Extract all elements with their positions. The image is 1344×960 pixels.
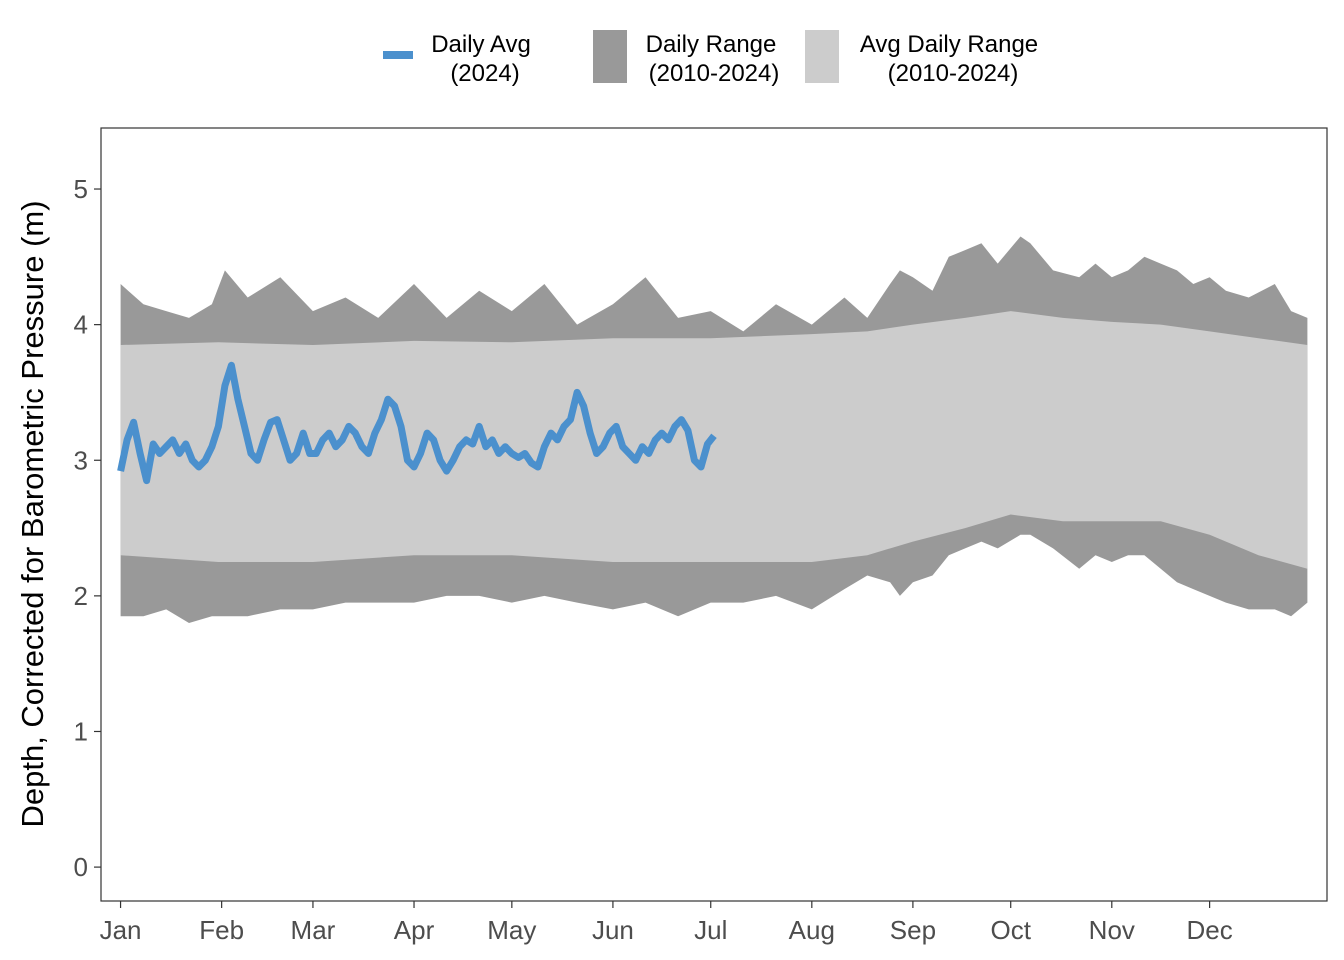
y-tick-label: 5 — [74, 174, 88, 204]
x-tick-label: Mar — [291, 915, 336, 945]
legend-item-avg-daily-range: Avg Daily Range (2010-2024) — [805, 30, 1038, 87]
legend-swatch-daily-avg — [383, 51, 413, 59]
x-tick-label: Sep — [890, 915, 936, 945]
x-tick-label: Feb — [199, 915, 244, 945]
legend-swatch-daily-range — [593, 30, 627, 83]
y-axis-title: Depth, Corrected for Barometric Pressure… — [15, 200, 50, 827]
plot-panel-border — [100, 127, 1328, 902]
legend: Daily Avg (2024) Daily Range (2010-2024)… — [383, 30, 1038, 87]
x-tick-label: Dec — [1186, 915, 1232, 945]
line-layer — [117, 361, 717, 485]
y-tick-label: 4 — [74, 310, 88, 340]
legend-label-daily-range-line1: Daily Range — [646, 31, 777, 58]
legend-label-daily-range-line2: (2010-2024) — [649, 60, 780, 87]
x-axis: Jan Feb Mar Apr May Jun Jul Aug Sep Oct Nov Dec — [100, 901, 1233, 945]
x-tick-label: Aug — [789, 915, 835, 945]
x-tick-label: Oct — [990, 915, 1031, 945]
y-tick-label: 1 — [74, 716, 88, 746]
y-axis: 0 1 2 3 4 5 — [74, 174, 101, 882]
x-tick-label: Jul — [694, 915, 727, 945]
x-tick-label: Jan — [100, 915, 142, 945]
x-tick-label: May — [487, 915, 536, 945]
legend-item-daily-range: Daily Range (2010-2024) — [593, 30, 779, 87]
legend-label-avg-daily-range-line2: (2010-2024) — [888, 60, 1019, 87]
x-tick-label: Nov — [1089, 915, 1135, 945]
legend-item-daily-avg: Daily Avg (2024) — [383, 31, 531, 87]
y-tick-label: 0 — [74, 852, 88, 882]
daily-avg-2024-line — [117, 361, 717, 485]
x-tick-label: Apr — [394, 915, 435, 945]
legend-label-avg-daily-range-line1: Avg Daily Range — [860, 31, 1038, 58]
y-tick-label: 2 — [74, 581, 88, 611]
x-tick-label: Jun — [592, 915, 634, 945]
y-tick-label: 3 — [74, 445, 88, 475]
legend-swatch-avg-daily-range — [805, 30, 839, 83]
legend-label-daily-avg-line2: (2024) — [450, 60, 519, 87]
legend-label-daily-avg-line1: Daily Avg — [431, 31, 531, 58]
